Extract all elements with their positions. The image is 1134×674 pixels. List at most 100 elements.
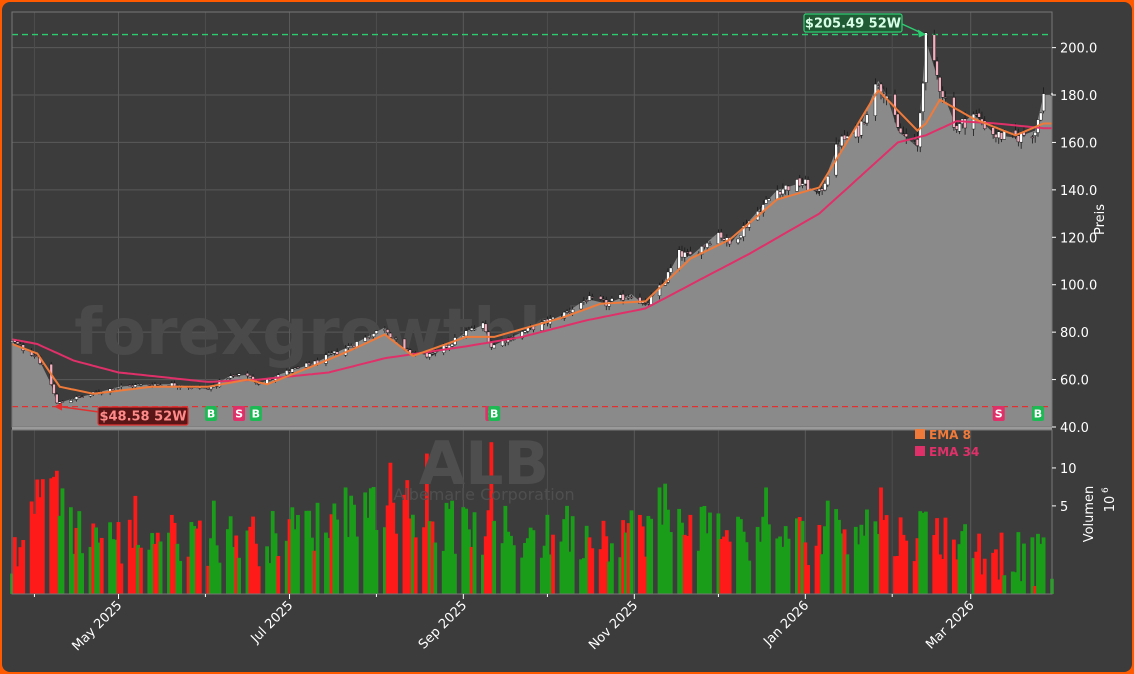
- volume-bar: [139, 547, 143, 594]
- volume-bar: [744, 542, 749, 594]
- volume-bar: [354, 536, 359, 594]
- volume-bar: [326, 537, 331, 594]
- volume-bar: [391, 502, 396, 594]
- volume-pane-border: [11, 429, 1053, 595]
- volume-bar: [472, 512, 477, 594]
- volume-bar: [677, 508, 682, 594]
- candle-body: [234, 375, 238, 377]
- candle-body: [974, 113, 978, 116]
- candle-body: [189, 387, 194, 389]
- volume-bar: [879, 487, 883, 594]
- volume-bar: [724, 530, 729, 594]
- volume-bar: [293, 529, 298, 594]
- candle-body: [579, 302, 583, 310]
- volume-bar: [352, 504, 356, 594]
- volume-bar: [427, 521, 432, 594]
- candle-body: [307, 362, 311, 365]
- volume-bar: [668, 532, 673, 594]
- volume-bar: [251, 516, 255, 594]
- candle-body: [955, 125, 959, 130]
- volume-bar: [974, 551, 979, 594]
- volume-bar: [29, 501, 34, 594]
- volume-bar: [663, 483, 668, 594]
- candle-body: [741, 225, 746, 237]
- signal-label: S: [995, 408, 1003, 421]
- volume-bar: [862, 535, 867, 594]
- candle-body: [570, 309, 575, 313]
- volume-bar: [937, 554, 942, 594]
- volume-bar: [197, 520, 202, 594]
- candle-body: [425, 352, 429, 358]
- volume-bar: [486, 510, 491, 594]
- volume-bar: [873, 521, 878, 594]
- volume-bar: [366, 517, 370, 594]
- candle-body: [542, 319, 547, 322]
- volume-bar: [921, 512, 925, 594]
- volume-bar: [371, 487, 376, 594]
- time-tick-label: Mar 2026: [923, 598, 977, 652]
- volume-bar: [688, 514, 693, 594]
- volume-bar: [111, 539, 115, 594]
- volume-bar: [424, 453, 429, 594]
- volume-bar: [963, 524, 967, 594]
- volume-bar: [12, 537, 17, 594]
- volume-bar: [548, 554, 553, 594]
- candle-body: [666, 271, 670, 283]
- candle-body: [170, 382, 174, 387]
- volume-bar: [335, 519, 340, 594]
- volume-bar: [329, 514, 334, 594]
- candle-body: [484, 323, 488, 332]
- volume-bar: [775, 538, 780, 594]
- volume-bar: [901, 534, 906, 594]
- volume-bar: [702, 506, 707, 594]
- volume-bar: [1019, 581, 1024, 594]
- volume-bar: [839, 533, 844, 594]
- volume-bar: [304, 510, 309, 594]
- candle-body: [69, 400, 73, 403]
- volume-bar: [994, 549, 998, 594]
- volume-bar: [172, 522, 177, 594]
- volume-bar: [349, 495, 354, 594]
- volume-bar: [284, 540, 289, 594]
- candle-body: [865, 114, 869, 124]
- volume-bar: [32, 513, 37, 594]
- volume-bar: [918, 511, 923, 594]
- volume-bar: [716, 513, 721, 594]
- volume-bar: [74, 527, 79, 594]
- candle-body: [932, 34, 936, 61]
- volume-bar: [290, 507, 295, 594]
- volume-bar: [601, 520, 606, 594]
- candle-body: [798, 177, 802, 187]
- volume-bar: [1002, 575, 1007, 594]
- volume-bar: [1016, 532, 1021, 594]
- volume-bar: [307, 510, 312, 594]
- candle-body: [248, 375, 252, 378]
- candle-body: [669, 267, 673, 273]
- volume-bar: [980, 574, 984, 594]
- candle-body: [385, 329, 390, 333]
- signal-badge-sell: [233, 406, 246, 421]
- candle-body: [467, 329, 471, 331]
- volume-bar: [943, 517, 948, 594]
- candle-body: [52, 383, 56, 394]
- price-tick-label: 120.0: [1060, 231, 1097, 246]
- signal-label: B: [490, 408, 498, 421]
- candle-body: [352, 345, 356, 348]
- candle-body: [795, 179, 799, 192]
- volume-bar: [155, 532, 160, 594]
- candle-body: [915, 139, 920, 146]
- volume-bar: [915, 538, 920, 594]
- candle-body: [941, 90, 945, 98]
- candle-body: [610, 298, 614, 302]
- signal-label: B: [252, 408, 260, 421]
- legend-entry: EMA 34: [929, 445, 979, 459]
- volume-bar: [441, 550, 446, 594]
- candle-body: [60, 400, 65, 403]
- volume-bar: [77, 511, 82, 594]
- volume-bar: [382, 527, 387, 594]
- legend-entry: EMA 8: [929, 428, 971, 442]
- candle-body: [111, 388, 115, 391]
- volume-bar: [696, 550, 701, 594]
- volume-bar: [410, 514, 415, 594]
- volume-bar: [273, 533, 278, 594]
